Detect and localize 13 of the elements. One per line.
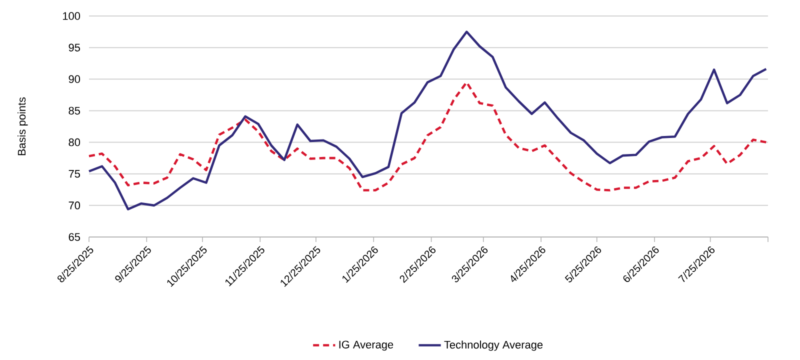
y-axis-title: Basis points xyxy=(18,97,28,156)
y-tick-label: 90 xyxy=(68,75,80,84)
legend-label: Technology Average xyxy=(444,340,543,351)
line-series xyxy=(88,30,768,210)
y-tick-label: 70 xyxy=(68,202,80,210)
y-tick-label: 75 xyxy=(68,170,80,178)
y-tick-label: 100 xyxy=(63,12,80,20)
y-tick-label: 95 xyxy=(68,44,80,52)
y-tick-label: 85 xyxy=(68,106,80,115)
line-series xyxy=(88,81,768,192)
legend-label: IG Average xyxy=(339,340,394,351)
y-tick-label: 65 xyxy=(68,233,80,241)
y-tick-label: 80 xyxy=(68,138,80,146)
